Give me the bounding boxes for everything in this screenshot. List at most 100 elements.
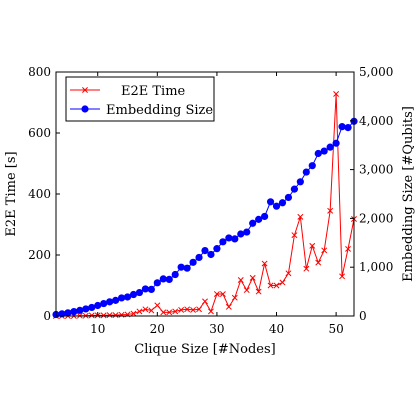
data-point bbox=[208, 308, 214, 315]
y-left-tick-label: 0 bbox=[43, 309, 51, 323]
legend-entry-e2e-time: E2E Time bbox=[70, 84, 186, 99]
legend-entry-embedding-size: Embedding Size bbox=[70, 103, 213, 118]
data-point bbox=[100, 312, 107, 319]
data-point bbox=[219, 238, 227, 246]
data-point bbox=[82, 305, 90, 313]
legend-e2e-marker bbox=[82, 87, 88, 93]
data-point bbox=[213, 291, 220, 297]
data-point bbox=[338, 123, 346, 131]
y-right-tick-label: 2,000 bbox=[359, 211, 393, 225]
data-point bbox=[339, 273, 346, 280]
y-left-tick-label: 800 bbox=[28, 65, 51, 79]
legend-e2e-label: E2E Time bbox=[121, 84, 186, 99]
data-point bbox=[159, 275, 167, 283]
data-point bbox=[231, 235, 239, 243]
y-right-tick-label: 5,000 bbox=[359, 65, 393, 79]
y-left-tick-label: 600 bbox=[28, 126, 51, 140]
data-point bbox=[237, 230, 245, 238]
legend-emb-marker bbox=[81, 105, 89, 113]
data-point bbox=[219, 291, 226, 297]
y-left-axis-label: E2E Time [s] bbox=[4, 151, 19, 236]
data-point bbox=[309, 242, 316, 249]
data-point bbox=[326, 143, 334, 151]
data-point bbox=[172, 308, 179, 315]
y-left-axis-ticks: 0 200 400 600 800 bbox=[28, 65, 60, 323]
data-point bbox=[141, 285, 149, 293]
data-point bbox=[296, 178, 304, 186]
data-point bbox=[314, 149, 322, 158]
data-point bbox=[344, 124, 352, 132]
data-point bbox=[88, 312, 95, 319]
data-point bbox=[284, 193, 293, 202]
data-point bbox=[129, 290, 138, 299]
data-point bbox=[195, 253, 203, 262]
data-point bbox=[88, 303, 96, 312]
data-point bbox=[201, 247, 209, 255]
x-axis-label: Clique Size [#Nodes] bbox=[134, 342, 275, 357]
y-right-tick-label: 1,000 bbox=[359, 260, 393, 274]
data-point bbox=[213, 245, 221, 253]
data-point bbox=[249, 274, 256, 281]
data-point bbox=[142, 306, 149, 313]
x-tick-label: 40 bbox=[269, 322, 284, 336]
data-point bbox=[148, 307, 155, 314]
data-point bbox=[231, 294, 238, 301]
legend-box bbox=[65, 76, 215, 122]
data-point bbox=[302, 168, 310, 176]
data-point bbox=[225, 234, 233, 242]
data-point bbox=[136, 308, 143, 315]
data-point bbox=[117, 294, 126, 302]
data-point bbox=[321, 247, 328, 254]
data-point bbox=[177, 263, 185, 271]
data-point bbox=[189, 258, 197, 266]
x-tick-label: 20 bbox=[150, 322, 165, 336]
legend: E2E Time Embedding Size bbox=[65, 76, 215, 122]
series-line bbox=[56, 93, 355, 317]
data-point bbox=[106, 298, 114, 306]
data-point bbox=[112, 312, 119, 319]
data-point bbox=[267, 282, 274, 289]
data-point bbox=[320, 147, 328, 155]
data-point bbox=[130, 310, 137, 317]
data-point bbox=[255, 215, 263, 223]
data-point bbox=[266, 198, 275, 206]
data-point bbox=[76, 306, 84, 314]
data-point bbox=[94, 301, 102, 310]
series-line bbox=[55, 120, 355, 316]
data-point bbox=[345, 245, 351, 252]
data-point bbox=[183, 264, 191, 272]
data-point bbox=[165, 275, 173, 283]
y-right-tick-label: 4,000 bbox=[359, 114, 393, 128]
data-point bbox=[207, 250, 215, 259]
data-point bbox=[279, 279, 286, 286]
x-tick-label: 30 bbox=[209, 322, 224, 336]
data-point bbox=[118, 311, 125, 318]
data-point bbox=[225, 303, 232, 310]
x-tick-label: 10 bbox=[90, 322, 105, 336]
data-point bbox=[303, 265, 310, 272]
data-point bbox=[123, 293, 132, 301]
data-point bbox=[70, 308, 78, 316]
y-right-axis-ticks: 0 1,000 2,000 3,000 4,000 5,000 bbox=[350, 65, 393, 323]
data-point bbox=[171, 270, 179, 279]
data-point bbox=[315, 259, 322, 266]
data-point bbox=[332, 139, 340, 147]
data-point bbox=[178, 306, 185, 313]
data-point bbox=[273, 282, 280, 289]
data-point bbox=[184, 306, 191, 313]
data-point bbox=[160, 309, 167, 316]
data-point bbox=[190, 306, 197, 313]
data-point bbox=[290, 185, 298, 193]
data-point bbox=[272, 202, 281, 210]
x-axis-ticks: 10 20 30 40 50 bbox=[90, 72, 344, 336]
legend-emb-label: Embedding Size bbox=[106, 103, 213, 118]
data-point bbox=[166, 309, 173, 316]
data-point bbox=[243, 287, 250, 294]
data-point bbox=[106, 312, 113, 319]
data-point bbox=[278, 199, 287, 207]
x-tick-label: 50 bbox=[328, 322, 343, 336]
data-point bbox=[285, 270, 292, 277]
data-point bbox=[154, 302, 161, 309]
data-point bbox=[261, 212, 269, 221]
